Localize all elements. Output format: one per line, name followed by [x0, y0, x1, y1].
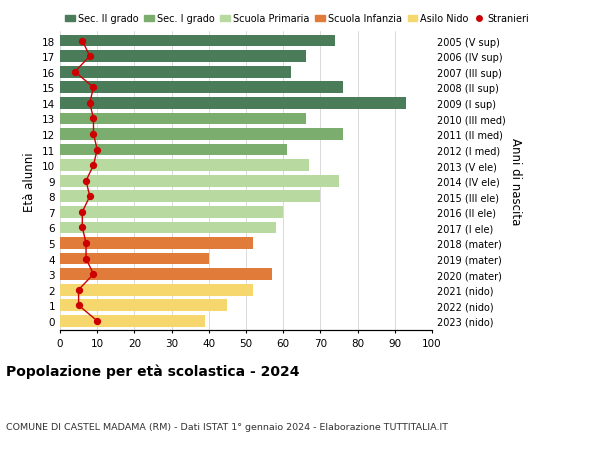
Bar: [60, 36, 335, 47]
Point: [85, 100, 95, 107]
Point: [92, 146, 102, 154]
Bar: [60, 238, 253, 249]
Bar: [60, 315, 205, 327]
Bar: [60, 300, 227, 312]
Legend: Sec. II grado, Sec. I grado, Scuola Primaria, Scuola Infanzia, Asilo Nido, Stran: Sec. II grado, Sec. I grado, Scuola Prim…: [65, 14, 529, 24]
Point: [85, 193, 95, 201]
Point: [81, 240, 91, 247]
Y-axis label: Età alunni: Età alunni: [23, 151, 37, 211]
Text: Popolazione per età scolastica - 2024: Popolazione per età scolastica - 2024: [6, 364, 299, 379]
Bar: [60, 51, 305, 63]
Bar: [60, 160, 309, 172]
Bar: [60, 67, 290, 78]
Point: [81, 255, 91, 263]
Point: [92, 318, 102, 325]
Y-axis label: Anni di nascita: Anni di nascita: [509, 138, 522, 225]
Bar: [60, 253, 209, 265]
Point: [89, 271, 98, 278]
Bar: [60, 222, 276, 234]
Bar: [60, 269, 272, 280]
Point: [70, 69, 80, 76]
Bar: [60, 207, 283, 218]
Bar: [60, 175, 339, 187]
Point: [81, 178, 91, 185]
Point: [89, 131, 98, 138]
Bar: [60, 191, 320, 203]
Point: [77, 38, 87, 45]
Text: COMUNE DI CASTEL MADAMA (RM) - Dati ISTAT 1° gennaio 2024 - Elaborazione TUTTITA: COMUNE DI CASTEL MADAMA (RM) - Dati ISTA…: [6, 422, 448, 431]
Point: [74, 286, 83, 294]
Point: [77, 209, 87, 216]
Point: [89, 162, 98, 169]
Bar: [60, 129, 343, 140]
Bar: [60, 98, 406, 109]
Point: [89, 84, 98, 92]
Bar: [60, 145, 287, 156]
Bar: [60, 82, 343, 94]
Point: [77, 224, 87, 232]
Bar: [60, 284, 253, 296]
Bar: [60, 113, 305, 125]
Point: [85, 53, 95, 61]
Point: [74, 302, 83, 309]
Point: [89, 116, 98, 123]
